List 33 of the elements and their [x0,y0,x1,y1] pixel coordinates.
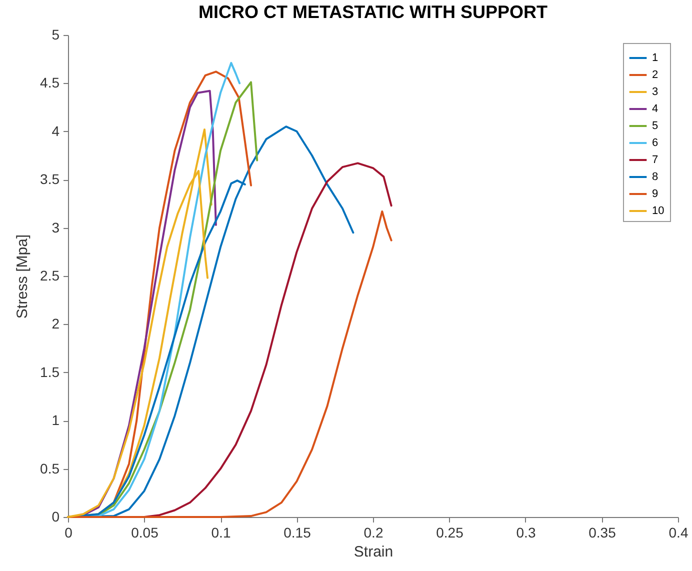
legend-label: 7 [652,154,658,166]
x-tick-label: 0.2 [364,524,384,540]
y-tick-label: 0.5 [40,460,60,476]
chart-title: MICRO CT METASTATIC WITH SUPPORT [198,2,548,22]
y-tick-label: 4 [52,122,60,139]
y-tick-label: 2 [52,316,60,332]
x-tick-label: 0.1 [211,524,231,540]
legend-label: 5 [652,120,658,132]
y-tick-label: 5 [52,26,60,42]
x-tick-label: 0.25 [436,524,464,540]
y-tick-label: 2.5 [40,268,60,284]
legend-label: 3 [652,86,658,98]
x-tick-label: 0.05 [131,524,159,540]
x-tick-label: 0.3 [516,524,536,540]
y-tick-label: 0 [52,508,60,524]
y-tick-label: 3.5 [40,171,60,188]
x-tick-label: 0 [64,524,73,540]
y-tick-label: 1.5 [40,364,60,380]
legend-label: 4 [652,103,658,115]
y-tick-label: 1 [52,412,60,428]
x-tick-label: 0.15 [284,524,312,540]
legend-label: 8 [652,171,658,183]
legend-label: 1 [652,52,658,64]
legend-label: 9 [652,188,658,200]
y-tick-label: 4.5 [40,74,60,91]
y-tick-label: 3 [52,219,60,236]
y-axis-title: Stress [Mpa] [14,234,32,319]
x-tick-label: 0.4 [668,524,688,540]
x-axis-title: Strain [354,544,394,560]
x-tick-label: 0.35 [588,524,616,540]
legend-label: 2 [652,69,658,81]
legend-label: 10 [652,205,664,217]
legend-label: 6 [652,137,658,149]
